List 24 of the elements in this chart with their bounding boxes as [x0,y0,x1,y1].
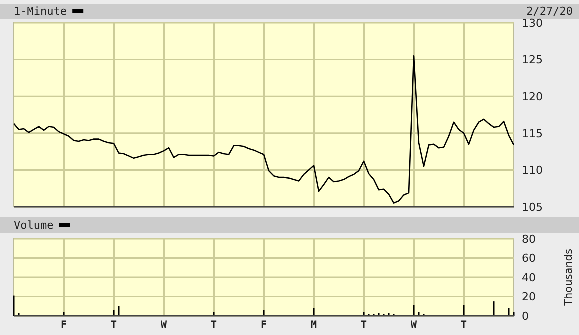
y-tick-label: 0 [522,310,529,323]
y-tick-label: 115 [522,127,543,140]
y-tick-label: 110 [522,164,543,178]
x-tick-label: T [360,320,368,331]
y-tick-label: 60 [522,252,536,266]
y-tick-label: 105 [522,200,543,214]
x-tick-label: T [110,320,118,331]
x-tick-label: F [260,320,268,331]
text: 2/27/20 [526,5,573,18]
x-tick-label: W [410,320,418,331]
y-axis-title: Thousands [563,249,575,307]
x-tick-label: W [160,320,168,331]
y-tick-label: 120 [522,90,543,104]
y-tick-label: 125 [522,54,543,67]
chart-title: 1-Minute [14,5,67,18]
y-tick-label: 80 [522,232,536,246]
y-tick-label: 40 [522,271,536,284]
y-tick-label: 20 [522,290,536,304]
legend-label: Volume [14,219,54,232]
x-tick-label: M [310,320,318,331]
y-tick-label: 130 [522,16,543,30]
x-tick-label: F [60,320,68,331]
x-tick-label: T [460,320,468,331]
x-tick-label: T [210,320,218,331]
